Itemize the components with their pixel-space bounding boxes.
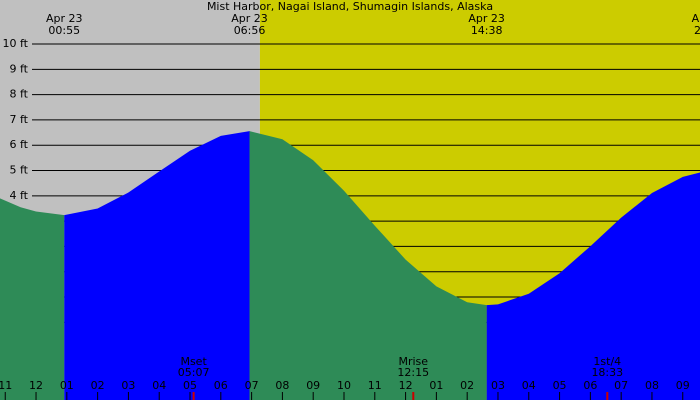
x-tick-label: 05 — [183, 379, 197, 392]
x-tick-label: 07 — [245, 379, 259, 392]
tide-time: 06:56 — [234, 24, 266, 37]
y-tick-label: 6 ft — [10, 138, 29, 151]
x-tick-label: 10 — [337, 379, 351, 392]
tide-area — [0, 198, 65, 400]
chart-title: Mist Harbor, Nagai Island, Shumagin Isla… — [207, 0, 493, 13]
x-tick-label: 12 — [29, 379, 43, 392]
x-tick-label: 01 — [60, 379, 74, 392]
y-tick-label: 10 ft — [3, 37, 29, 50]
x-tick-label: 08 — [275, 379, 289, 392]
tide-date: Apr 23 — [231, 12, 268, 25]
moon-label: 1st/4 — [593, 355, 621, 368]
tide-area — [64, 131, 250, 400]
x-tick-label: 11 — [368, 379, 382, 392]
tide-area — [249, 131, 487, 400]
x-tick-label: 09 — [306, 379, 320, 392]
tide-date: Apr 23 — [468, 12, 505, 25]
tide-time: 00:55 — [48, 24, 80, 37]
tide-time: 14:38 — [471, 24, 503, 37]
x-tick-label: 03 — [121, 379, 135, 392]
tide-date: Apr 23 — [692, 12, 700, 25]
y-tick-label: 8 ft — [10, 88, 29, 101]
y-tick-label: 7 ft — [10, 113, 29, 126]
moon-time: 12:15 — [397, 366, 429, 379]
x-tick-label: 08 — [645, 379, 659, 392]
moon-label: Mset — [180, 355, 207, 368]
x-tick-label: 12 — [399, 379, 413, 392]
x-tick-label: 01 — [429, 379, 443, 392]
y-tick-label: 9 ft — [10, 62, 29, 75]
x-tick-label: 06 — [214, 379, 228, 392]
x-tick-label: 03 — [491, 379, 505, 392]
tide-time: 21:53 — [694, 24, 700, 37]
x-tick-label: 04 — [152, 379, 166, 392]
y-tick-label: 4 ft — [10, 189, 29, 202]
x-tick-label: 04 — [522, 379, 536, 392]
tide-area — [486, 172, 700, 400]
x-tick-label: 09 — [676, 379, 690, 392]
x-tick-label: 07 — [614, 379, 628, 392]
moon-time: 18:33 — [591, 366, 623, 379]
x-tick-label: 11 — [0, 379, 12, 392]
x-tick-label: 02 — [91, 379, 105, 392]
moon-time: 05:07 — [178, 366, 210, 379]
x-tick-label: 02 — [460, 379, 474, 392]
moon-label: Mrise — [398, 355, 428, 368]
x-tick-label: 06 — [583, 379, 597, 392]
y-tick-label: 5 ft — [10, 164, 29, 177]
tide-date: Apr 23 — [46, 12, 83, 25]
x-tick-label: 05 — [553, 379, 567, 392]
